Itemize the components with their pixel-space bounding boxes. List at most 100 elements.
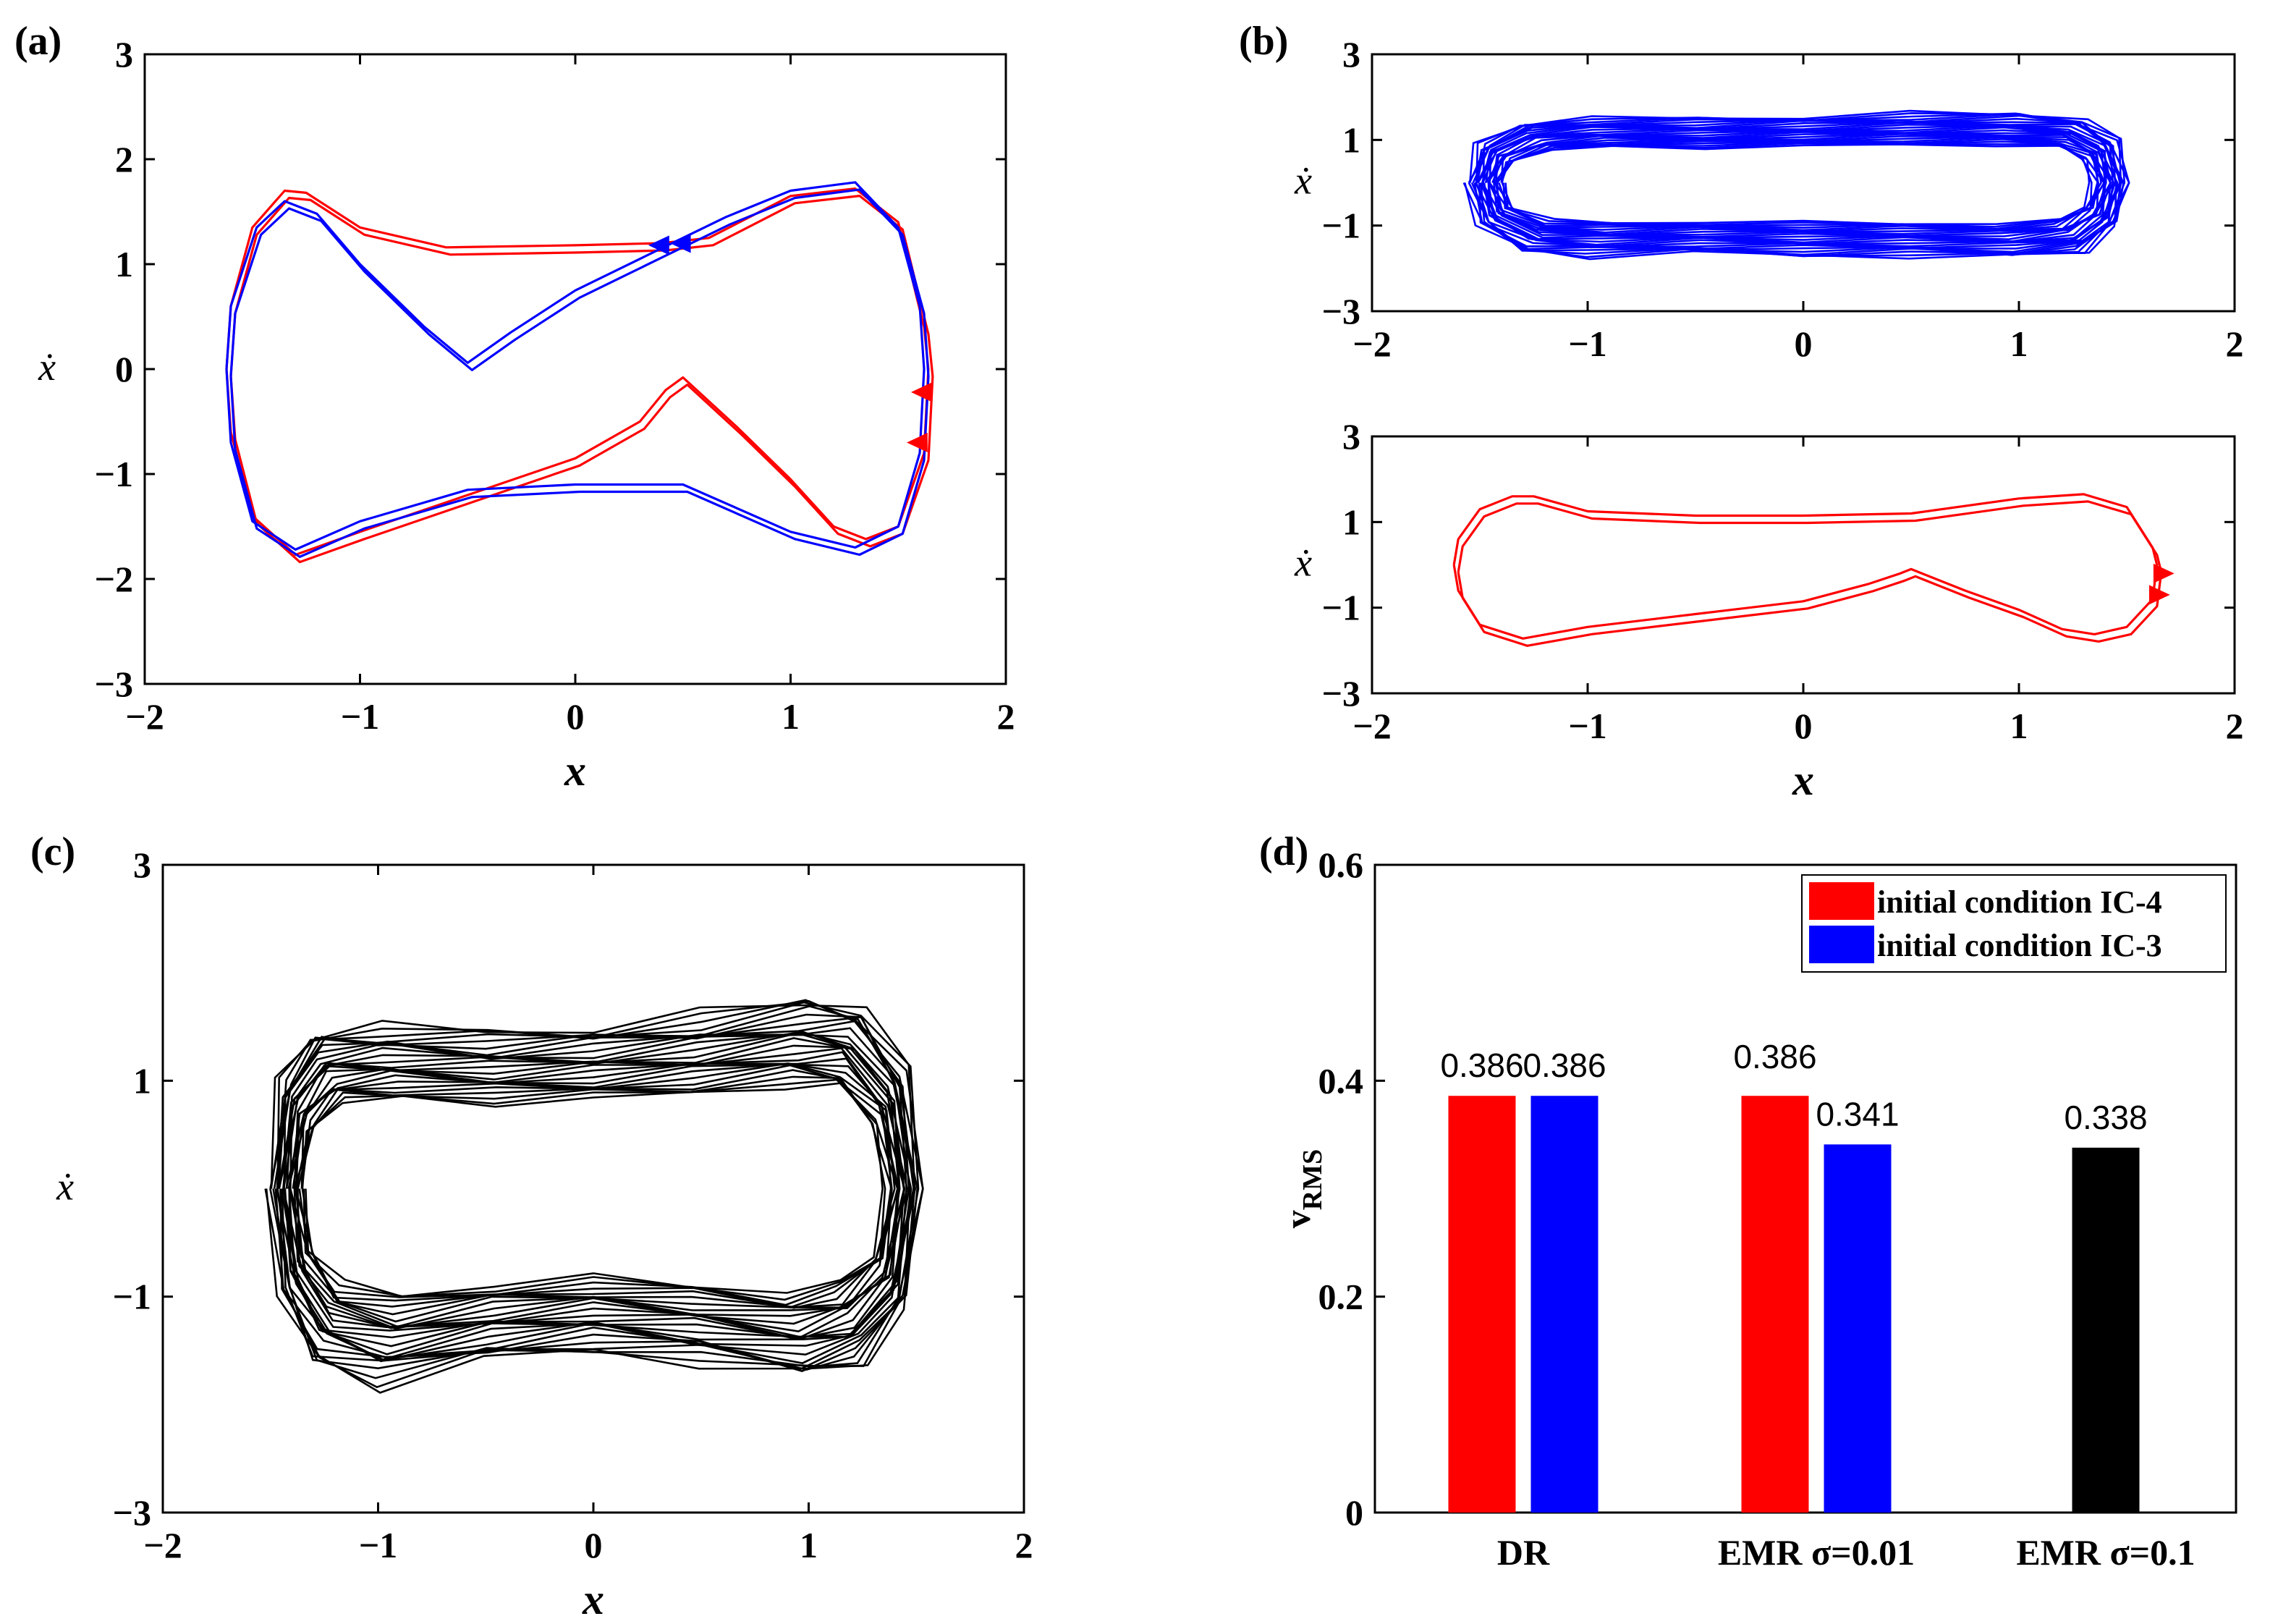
trajectory-line <box>1494 136 2106 232</box>
trajectory-line <box>1494 142 2093 228</box>
x-tick-label: −1 <box>341 696 380 737</box>
panel-d: 0 0.2 0.4 0.6 vRMS DR EMR σ=0.01 EMR σ=0.1 0.386… <box>1277 845 2237 1573</box>
trajectory-line <box>1476 124 2112 245</box>
x-tick-label: 1 <box>2010 323 2028 364</box>
y-tick-label: 1 <box>1342 502 1360 542</box>
y-tick-label: −2 <box>95 559 134 599</box>
direction-arrow-marker <box>2153 563 2175 583</box>
bar-value-label: 0.386 <box>1440 1046 1523 1084</box>
y-tick-label: 3 <box>133 845 151 885</box>
x-tick-label: −1 <box>1568 706 1607 746</box>
trajectory-line <box>278 1031 913 1356</box>
direction-arrow-marker <box>669 233 691 253</box>
y-tick-label: −3 <box>95 664 134 704</box>
trajectory-line <box>1468 112 2130 258</box>
y-tick-label: 0.2 <box>1318 1277 1364 1317</box>
direction-arrow-marker <box>648 235 669 255</box>
legend-entry: initial condition IC-3 <box>1877 928 2162 963</box>
x-tick-label: 0 <box>585 1525 603 1565</box>
trajectory-line <box>1481 124 2106 244</box>
y-axis-label: ẋ <box>38 345 56 389</box>
panel-c: −2 −1 0 1 2 −3 −1 1 3 x ẋ <box>56 845 1033 1623</box>
direction-arrow-marker <box>910 382 932 402</box>
x-tick-label: 2 <box>1015 1525 1033 1565</box>
bar-value-label: 0.386 <box>1733 1038 1816 1075</box>
y-tick-label: −3 <box>113 1492 152 1533</box>
trajectory-line <box>1477 123 2119 246</box>
trajectory-line <box>270 1013 911 1371</box>
trajectory-line <box>289 1062 896 1316</box>
plot-frame <box>143 53 1007 685</box>
bar <box>1448 1096 1516 1513</box>
y-tick-label: 1 <box>133 1060 151 1101</box>
orbit-line <box>229 188 930 558</box>
trajectory-line <box>1496 138 2106 231</box>
panel-label-d: (d) <box>1259 829 1308 874</box>
category-label: EMR σ=0.1 <box>2016 1532 2195 1573</box>
x-tick-label: 2 <box>2226 706 2244 746</box>
trajectory-line <box>264 1001 920 1389</box>
bar <box>1824 1144 1892 1513</box>
trajectory-line <box>282 1032 900 1340</box>
direction-arrow-marker <box>907 433 928 452</box>
x-tick-label: −1 <box>359 1525 398 1565</box>
x-tick-label: 1 <box>782 696 800 737</box>
trajectory-line <box>1462 112 2126 258</box>
panel-b1: −2 −1 0 1 2 −3 −1 1 3 ẋ <box>1294 34 2243 364</box>
trajectory-line <box>295 1078 886 1301</box>
bar-value-label: 0.338 <box>2064 1099 2147 1136</box>
orbit-line <box>225 187 930 557</box>
trajectory-line <box>297 1069 899 1309</box>
trajectory-line <box>1493 140 2099 230</box>
trajectory-line <box>298 1082 884 1298</box>
y-tick-label: 3 <box>115 34 133 75</box>
panel-label-a: (a) <box>14 19 62 64</box>
trajectory-line <box>1463 109 2122 261</box>
y-tick-label: −1 <box>113 1277 152 1317</box>
x-tick-label: −2 <box>143 1525 182 1565</box>
plot-frame <box>1371 435 2236 695</box>
bar <box>1741 1096 1809 1513</box>
bar <box>1530 1096 1599 1513</box>
x-tick-label: 2 <box>2226 323 2244 364</box>
trajectory-line <box>293 1075 893 1306</box>
trajectory-line <box>1488 132 2099 236</box>
y-axis-label-main: v <box>1277 1210 1318 1228</box>
category-label: DR <box>1497 1532 1550 1573</box>
trajectory-line <box>277 1031 905 1348</box>
trajectory-line <box>269 999 924 1379</box>
orbit-line <box>225 181 926 551</box>
y-axis-label: ẋ <box>1294 159 1312 203</box>
trajectory-line <box>265 1004 916 1394</box>
direction-arrow-marker <box>2148 585 2170 605</box>
panel-label-c: (c) <box>30 829 75 874</box>
x-tick-label: 1 <box>800 1525 818 1565</box>
category-label: EMR σ=0.01 <box>1718 1532 1915 1573</box>
x-tick-label: −2 <box>125 696 164 737</box>
legend-entry: initial condition IC-4 <box>1877 884 2162 920</box>
y-axis-label: ẋ <box>56 1165 74 1209</box>
trajectory-line <box>1489 135 2102 233</box>
y-tick-label: −1 <box>1322 206 1361 246</box>
x-tick-label: 0 <box>1795 323 1813 364</box>
y-tick-label: 1 <box>1342 119 1360 160</box>
x-tick-label: 1 <box>2010 706 2028 746</box>
x-axis-label: x <box>582 1576 604 1623</box>
y-tick-label: 3 <box>1342 416 1360 457</box>
trajectory-line <box>1489 135 2099 234</box>
orbit-line <box>1452 493 2159 640</box>
y-tick-label: 0 <box>115 349 133 389</box>
y-axis-label: ẋ <box>1294 541 1312 585</box>
trajectory-line <box>288 1063 893 1328</box>
x-tick-label: 0 <box>1795 706 1813 746</box>
y-tick-label: 1 <box>115 244 133 284</box>
x-tick-label: −1 <box>1568 323 1607 364</box>
trajectory-line <box>1498 143 2091 226</box>
y-axis-label-sub: RMS <box>1297 1149 1328 1210</box>
trajectory-line <box>295 1064 899 1309</box>
y-tick-label: −3 <box>1322 673 1361 714</box>
orbit-line <box>1457 500 2163 647</box>
trajectory-line <box>285 1057 899 1330</box>
y-tick-label: 3 <box>1342 34 1360 75</box>
